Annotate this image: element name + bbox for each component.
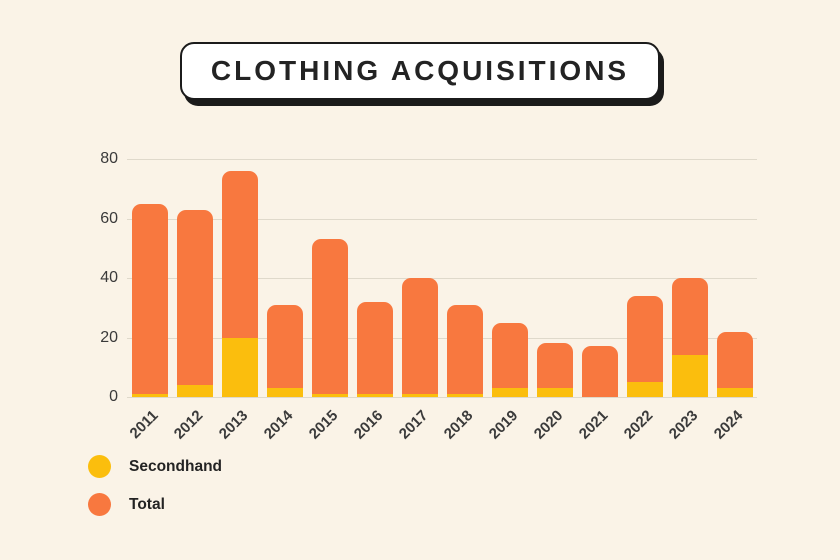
bar-total-2019	[491, 322, 528, 397]
x-slot-2012: 2012	[170, 397, 217, 452]
bar-secondhand-2022	[626, 382, 663, 397]
x-slot-2022: 2022	[620, 397, 667, 452]
bar-secondhand-2018	[446, 394, 483, 397]
bar-total-2016	[356, 301, 393, 397]
bar-group-2019	[487, 159, 532, 397]
x-axis-tick-label-2014: 2014	[260, 407, 297, 443]
x-slot-2019: 2019	[485, 397, 532, 452]
bar-total-2022	[626, 295, 663, 397]
legend-item-total: Total	[88, 493, 222, 516]
chart-title-box: CLOTHING ACQUISITIONS	[180, 42, 660, 100]
x-axis-tick-label-2020: 2020	[530, 407, 567, 443]
x-slot-2011: 2011	[126, 397, 172, 452]
bar-secondhand-2011	[131, 394, 168, 397]
x-axis-tick-label-2017: 2017	[395, 407, 432, 443]
gridline-60	[127, 218, 757, 220]
bar-total-2015	[311, 239, 348, 397]
bar-total-2011	[131, 203, 168, 397]
legend-label-secondhand: Secondhand	[129, 457, 223, 475]
x-slot-2021: 2021	[575, 397, 622, 452]
x-slot-2017: 2017	[395, 397, 442, 452]
x-axis-tick-label-2011: 2011	[126, 407, 162, 443]
x-axis-tick-label-2016: 2016	[350, 407, 387, 443]
x-slot-2023: 2023	[665, 397, 712, 452]
legend-label-total: Total	[129, 495, 165, 513]
bar-secondhand-2013	[221, 337, 258, 397]
x-axis-tick-label-2021: 2021	[575, 407, 612, 443]
bar-total-2021	[581, 346, 618, 397]
bar-group-2023	[667, 159, 712, 397]
bar-group-2018	[442, 159, 487, 397]
bar-total-2020	[536, 343, 573, 397]
chart-title: CLOTHING ACQUISITIONS	[210, 55, 630, 86]
x-axis-tick-label-2013: 2013	[215, 407, 252, 443]
bar-secondhand-2015	[311, 394, 348, 397]
legend: Secondhand Total	[88, 455, 222, 516]
bar-total-2012	[176, 209, 213, 397]
x-axis-tick-label-2018: 2018	[440, 407, 477, 443]
gridline-20	[127, 337, 757, 339]
bar-total-2017	[401, 278, 438, 397]
bar-secondhand-2023	[671, 355, 708, 397]
y-axis-tick-label-80: 80	[100, 150, 118, 167]
x-axis-tick-label-2015: 2015	[305, 407, 342, 443]
gridline-40	[127, 278, 757, 279]
bar-group-2016	[352, 159, 397, 397]
bar-total-2024	[716, 331, 753, 397]
bar-total-2018	[446, 304, 483, 397]
x-axis-tick-label-2022: 2022	[620, 407, 657, 443]
bar-secondhand-2016	[356, 394, 393, 397]
bar-secondhand-2012	[176, 385, 213, 397]
bar-group-2020	[532, 159, 577, 397]
bars-container	[127, 159, 757, 397]
y-axis-tick-label-0: 0	[109, 388, 118, 405]
y-axis-tick-label-20: 20	[100, 328, 118, 346]
legend-item-secondhand: Secondhand	[88, 455, 222, 478]
x-slot-2014: 2014	[260, 397, 307, 452]
legend-swatch-total-icon	[88, 493, 111, 516]
legend-swatch-secondhand-icon	[88, 455, 111, 478]
bar-total-2014	[266, 304, 303, 397]
y-axis-tick-label-60: 60	[100, 209, 118, 227]
x-axis-tick-label-2024: 2024	[710, 407, 747, 443]
x-axis: 2011 2012 2013 2014 2015 2016 2017 2018 2019 2020…	[126, 397, 757, 452]
y-axis-tick-label-40: 40	[100, 269, 118, 286]
bar-secondhand-2019	[491, 388, 528, 397]
bar-secondhand-2020	[536, 388, 573, 397]
bar-group-2021	[577, 159, 622, 397]
x-axis-tick-label-2019: 2019	[485, 407, 522, 443]
plot-area: 0 20 40 60 80	[100, 150, 757, 405]
x-axis-tick-label-2012: 2012	[170, 407, 207, 443]
bar-group-2015	[307, 159, 352, 397]
x-slot-2018: 2018	[440, 397, 487, 452]
bar-group-2022	[622, 159, 667, 397]
x-slot-2024: 2024	[710, 397, 757, 452]
bar-group-2012	[172, 159, 217, 397]
gridline-0	[127, 397, 757, 398]
gridline-80	[127, 159, 757, 160]
x-axis-tick-label-2023: 2023	[665, 407, 702, 443]
bar-group-2017	[397, 159, 442, 397]
bar-secondhand-2014	[266, 388, 303, 397]
bar-secondhand-2024	[716, 388, 753, 397]
x-slot-2013: 2013	[215, 397, 262, 452]
x-slot-2016: 2016	[350, 397, 397, 452]
bar-group-2024	[712, 159, 757, 397]
bar-group-2014	[262, 159, 307, 397]
bar-secondhand-2017	[401, 394, 438, 397]
x-slot-2015: 2015	[305, 397, 352, 452]
bar-group-2013	[217, 159, 262, 397]
bar-group-2011	[127, 159, 172, 397]
x-slot-2020: 2020	[530, 397, 577, 452]
